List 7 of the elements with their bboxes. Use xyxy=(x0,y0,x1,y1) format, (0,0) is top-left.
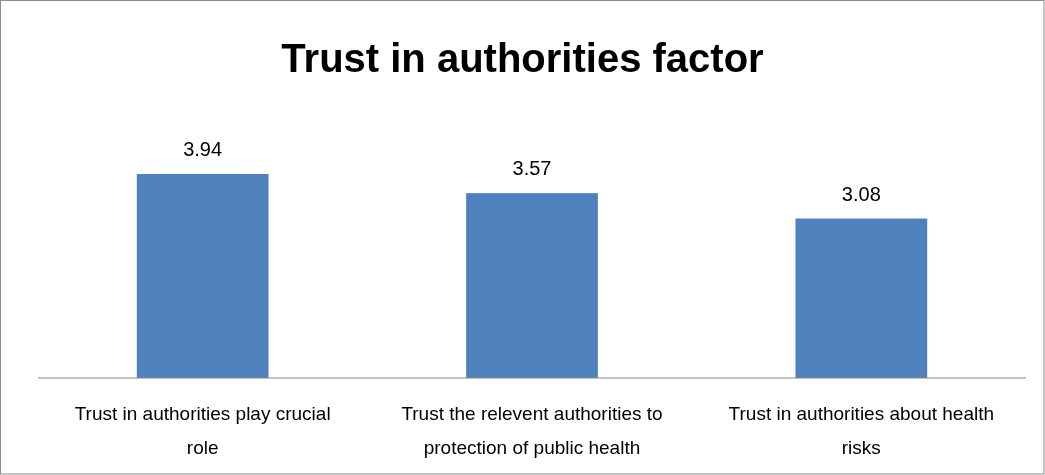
data-label: 3.94 xyxy=(183,138,223,160)
x-tick-label: Trust in authorities about health risks xyxy=(728,403,995,458)
x-tick-label: Trust the relevent authorities to protection of public health xyxy=(401,403,663,458)
chart-title: Trust in authorities factor xyxy=(281,36,764,80)
x-tick-label: Trust in authorities play crucial role xyxy=(74,403,331,458)
data-label: 3.57 xyxy=(512,157,552,180)
data-label: 3.08 xyxy=(841,182,881,205)
